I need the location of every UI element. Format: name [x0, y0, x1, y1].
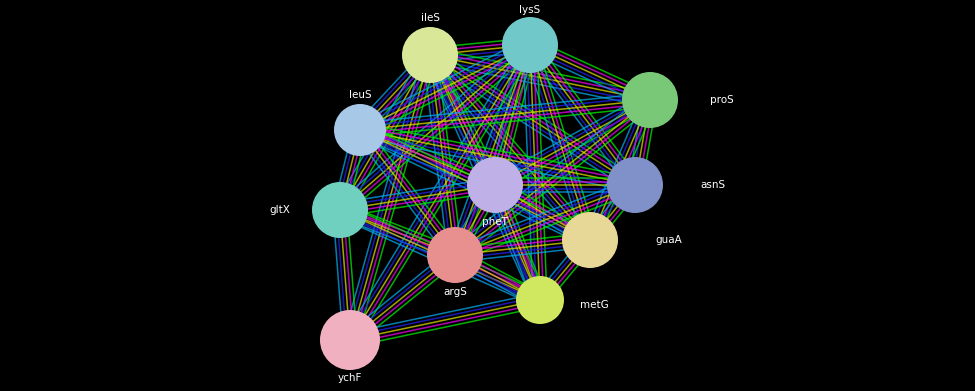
Circle shape: [320, 310, 380, 370]
Circle shape: [607, 157, 663, 213]
Circle shape: [622, 72, 678, 128]
Text: asnS: asnS: [700, 180, 725, 190]
Circle shape: [427, 227, 483, 283]
Text: leuS: leuS: [349, 90, 371, 100]
Circle shape: [312, 182, 368, 238]
Text: gltX: gltX: [269, 205, 290, 215]
Text: proS: proS: [710, 95, 734, 105]
Text: ychF: ychF: [337, 373, 362, 383]
Text: metG: metG: [580, 300, 608, 310]
Text: argS: argS: [443, 287, 467, 297]
Text: guaA: guaA: [655, 235, 682, 245]
Circle shape: [562, 212, 618, 268]
Circle shape: [467, 157, 523, 213]
Text: pheT: pheT: [482, 217, 508, 227]
Circle shape: [334, 104, 386, 156]
Text: ileS: ileS: [420, 13, 440, 23]
Text: lysS: lysS: [520, 5, 540, 15]
Circle shape: [502, 17, 558, 73]
Circle shape: [402, 27, 458, 83]
Circle shape: [516, 276, 564, 324]
